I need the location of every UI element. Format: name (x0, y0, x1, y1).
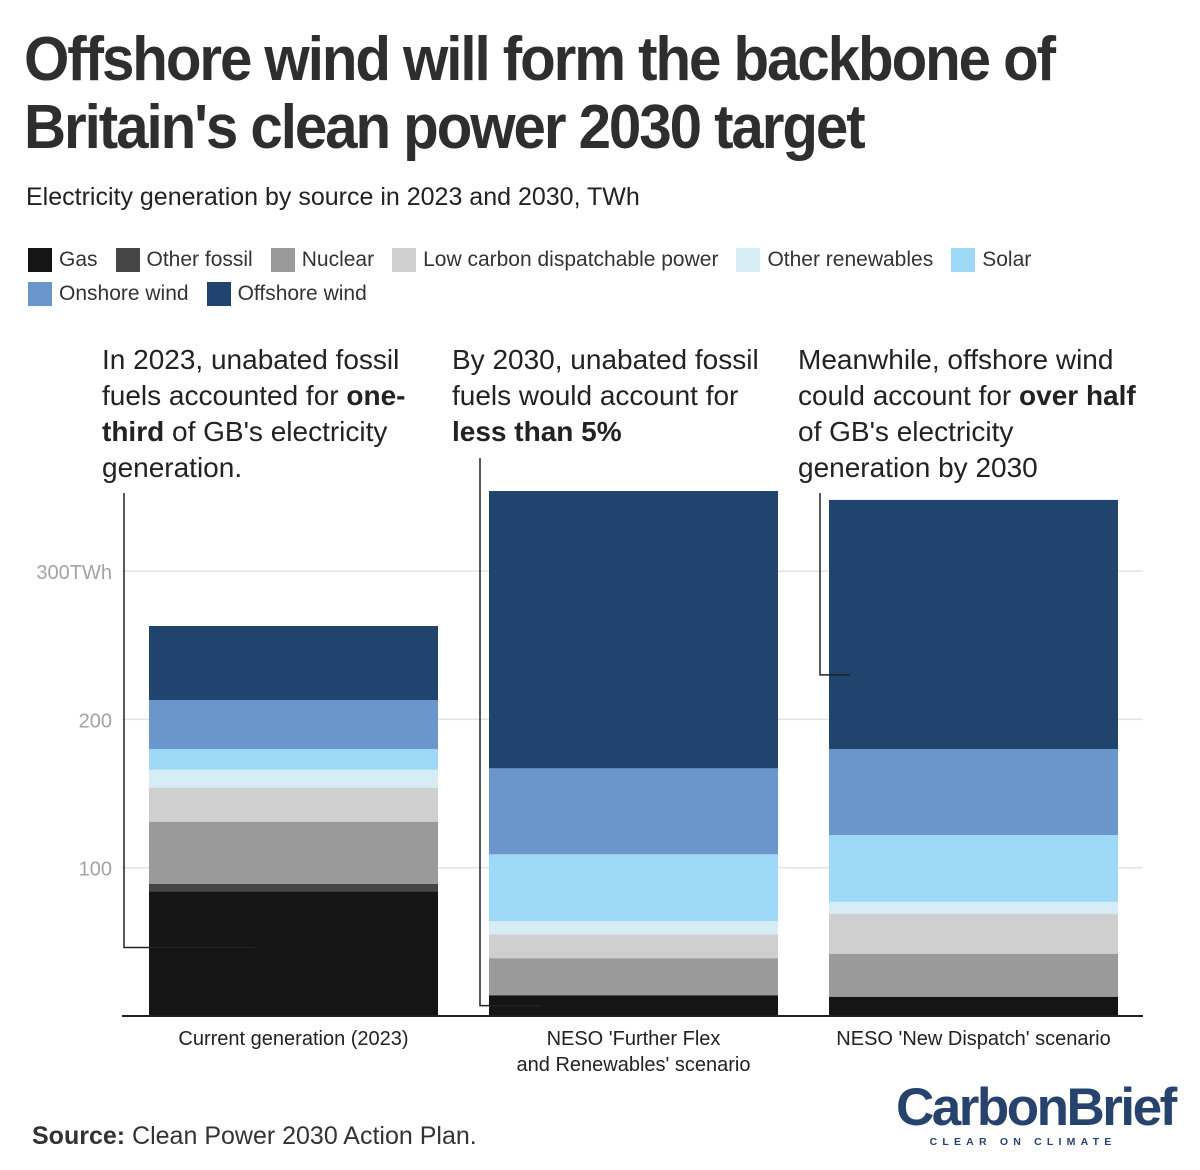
bar-1-solar (149, 749, 438, 770)
legend-label-gas: Gas (59, 248, 98, 271)
legend-label-onshore-wind: Onshore wind (59, 282, 189, 305)
annotation-new-dispatch-text: Meanwhile, offshore wind could account f… (798, 344, 1114, 411)
y-tick-label-200: 200 (79, 710, 112, 732)
legend-swatch-other-renewables (736, 248, 761, 272)
y-axis-ticks: 100 200 300TWh (36, 562, 112, 881)
bar-1-low-carbon-dispatchable-power (149, 787, 438, 822)
annotation-further-flex-text: By 2030, unabated fossil fuels would acc… (452, 344, 759, 411)
bar-3-other-renewables (829, 901, 1118, 914)
bar-2-offshore-wind (489, 491, 778, 769)
legend-swatch-onshore-wind (28, 282, 52, 306)
x-category-label-1: Current generation (2023) (178, 1028, 408, 1050)
leader-line-3 (819, 493, 850, 676)
legend-label-low-carbon-dispatchable-power: Low carbon dispatchable power (423, 248, 719, 271)
legend-swatch-offshore-wind (206, 282, 231, 306)
x-category-label-2: NESO 'Further Flex and Renewables' scenar… (517, 1028, 751, 1076)
chart-legend: Gas Other fossil Nuclear Low carbon dispatc… (28, 247, 1158, 307)
bar-1-gas (149, 891, 438, 1016)
annotation-2023-bold: one-third (102, 380, 406, 447)
legend-item-solar: Solar (951, 247, 1031, 273)
chart-title: Offshore wind will form the backbone of … (24, 25, 1056, 162)
legend-label-offshore-wind: Offshore wind (237, 282, 367, 305)
legend-swatch-low-carbon-dispatchable-power (392, 248, 417, 272)
legend-swatch-gas (28, 248, 52, 272)
legend-swatch-other-fossil (115, 248, 140, 272)
legend-item-low-carbon-dispatchable-power: Low carbon dispatchable power (392, 247, 718, 273)
legend-label-solar: Solar (982, 248, 1032, 271)
legend-item-nuclear: Nuclear (270, 247, 375, 273)
bar-3-low-carbon-dispatchable-power (829, 913, 1118, 954)
bar-2-other-renewables (489, 921, 778, 935)
annotation-new-dispatch: Meanwhile, offshore wind could account f… (798, 342, 1143, 486)
source-label: Source: (32, 1122, 126, 1150)
legend-item-offshore-wind: Offshore wind (206, 281, 367, 307)
bar-1-onshore-wind (149, 700, 438, 750)
bar-1-nuclear (149, 821, 438, 885)
y-tick-label-300: 300TWh (36, 562, 112, 584)
bar-3-onshore-wind (829, 749, 1118, 836)
bar-1-offshore-wind (149, 625, 438, 701)
annotation-further-flex: By 2030, unabated fossil fuels would acc… (452, 342, 782, 450)
logo-wordmark: CarbonBrief (896, 1078, 1177, 1137)
legend-item-other-fossil: Other fossil (115, 247, 253, 273)
y-tick-label-100: 100 (79, 859, 112, 881)
legend-label-nuclear: Nuclear (301, 248, 375, 271)
bar-2-nuclear (489, 958, 778, 996)
legend-item-other-renewables: Other renewables (736, 247, 933, 273)
annotation-new-dispatch-text-end: of GB's electricity generation by 2030 (798, 416, 1038, 483)
chart-subtitle: Electricity generation by source in 2023… (26, 183, 640, 211)
bar-3-gas (829, 996, 1118, 1016)
leader-line-1 (123, 493, 255, 949)
legend-swatch-nuclear (270, 248, 295, 272)
annotation-2023: In 2023, unabated fossil fuels accounted… (102, 342, 432, 486)
annotation-2023-text-end: of GB's electricity generation. (102, 416, 388, 483)
leader-line-2 (479, 458, 540, 1007)
bar-2-solar (489, 854, 778, 922)
bar-1-other-fossil (149, 884, 438, 892)
bar-2-onshore-wind (489, 768, 778, 855)
bar-3-solar (829, 835, 1118, 902)
annotation-new-dispatch-bold: over half (1019, 380, 1136, 411)
logo-tagline: CLEAR ON CLIMATE (929, 1136, 1117, 1148)
source-text: Clean Power 2030 Action Plan. (132, 1122, 477, 1150)
x-category-label-3: NESO 'New Dispatch' scenario (836, 1028, 1110, 1050)
source-note: Source: Clean Power 2030 Action Plan. (32, 1122, 477, 1151)
bar-3-nuclear (829, 953, 1118, 997)
bars (149, 491, 1118, 1016)
bar-2-gas (489, 995, 778, 1016)
annotation-2023-text: In 2023, unabated fossil fuels accounted… (102, 344, 400, 411)
carbonbrief-logo: CarbonBrief CLEAR ON CLIMATE (896, 1078, 1177, 1149)
bar-2-low-carbon-dispatchable-power (489, 934, 778, 959)
bar-3-offshore-wind (829, 499, 1118, 750)
legend-label-other-renewables: Other renewables (767, 248, 934, 271)
bar-1-other-renewables (149, 769, 438, 788)
legend-swatch-solar (951, 248, 976, 272)
x-axis-labels: Current generation (2023) NESO 'Further F… (178, 1028, 1110, 1076)
annotation-further-flex-bold: less than 5% (452, 416, 622, 447)
legend-item-onshore-wind: Onshore wind (28, 281, 189, 307)
legend-label-other-fossil: Other fossil (146, 248, 253, 271)
legend-item-gas: Gas (28, 247, 98, 273)
annotation-leader-lines (123, 458, 850, 1007)
